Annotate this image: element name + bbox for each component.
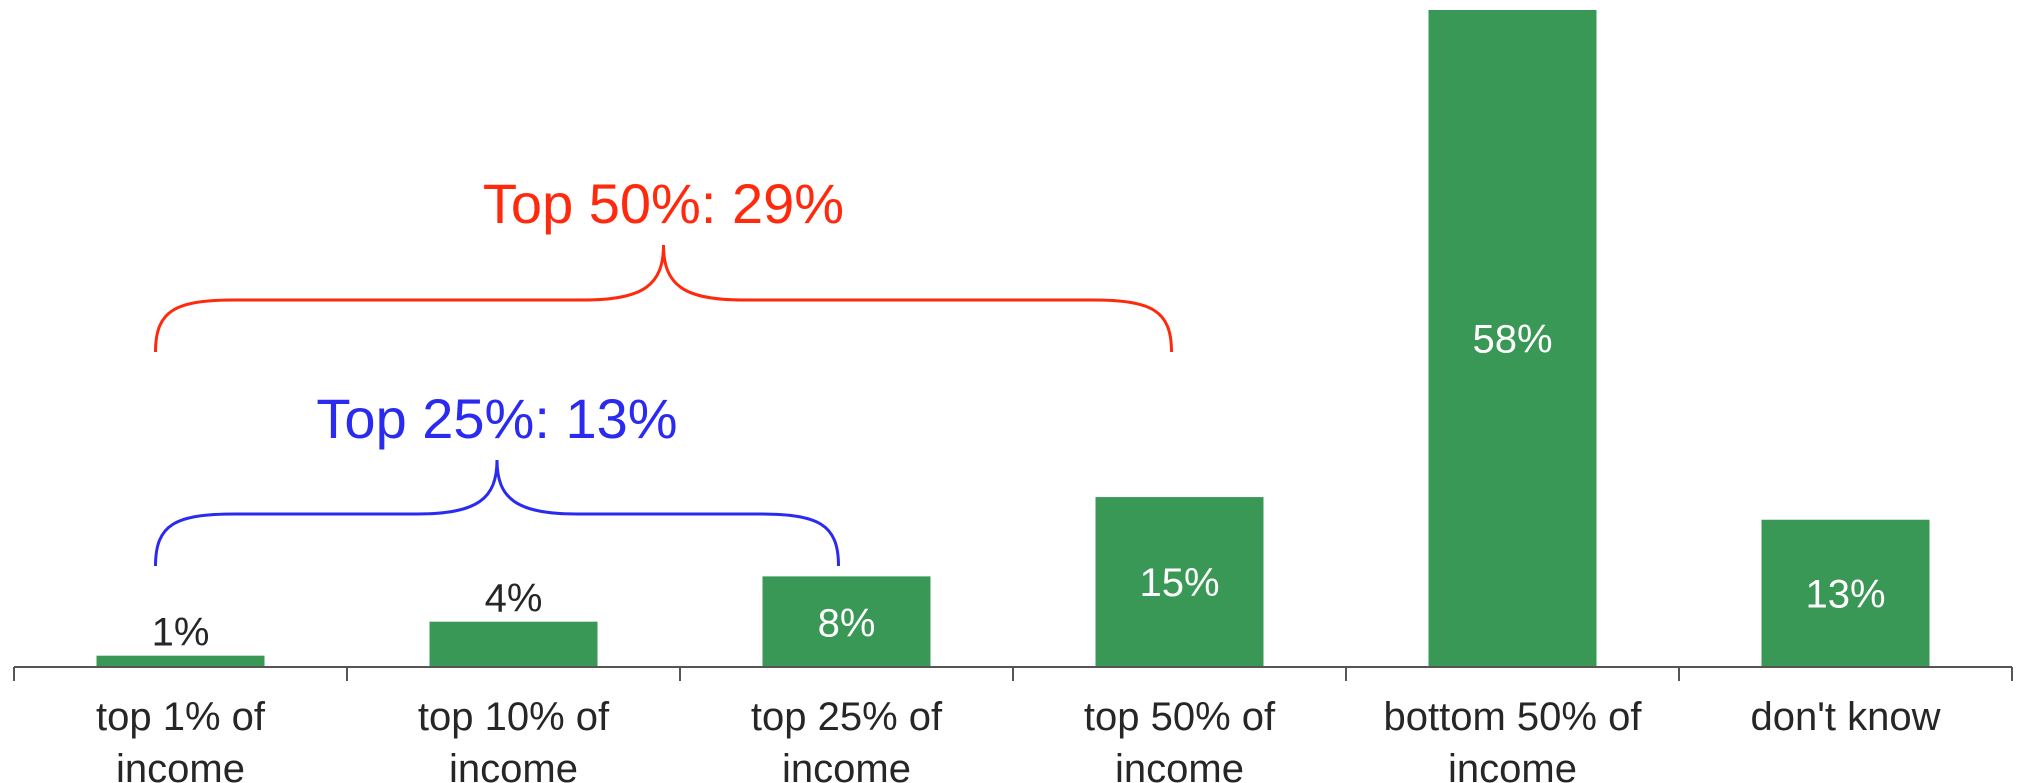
brace-0 — [154, 244, 1173, 353]
x-tick-label-4: bottom 50% of income — [1384, 695, 1643, 783]
bars-layer: 1% 4% 8% 15% 58% 13% — [96, 10, 1930, 667]
x-tick-label-2: top 25% of income — [751, 695, 943, 783]
x-tick-label-3: top 50% of income — [1084, 695, 1276, 783]
bar-value-label-5: 13% — [1805, 572, 1885, 616]
bar-4 — [1428, 10, 1597, 667]
bar-2 — [762, 576, 931, 667]
x-axis: top 1% of income top 10% of income top 25% o… — [13, 666, 2013, 783]
x-tick-label-1: top 10% of income — [418, 695, 610, 783]
brace-label-0: Top 50%: 29% — [483, 172, 844, 235]
bar-5 — [1761, 519, 1930, 667]
bar-value-label-1: 4% — [485, 577, 543, 621]
bar-1 — [429, 621, 598, 667]
x-tick-label-5: don't know — [1751, 695, 1941, 739]
bar-3 — [1095, 497, 1264, 667]
x-tick-label-0: top 1% of income — [96, 695, 266, 783]
bar-value-label-3: 15% — [1139, 561, 1219, 605]
bar-0 — [96, 655, 265, 667]
brace-label-1: Top 25%: 13% — [316, 387, 677, 450]
bar-value-label-2: 8% — [818, 602, 876, 646]
bar-value-label-0: 1% — [152, 611, 210, 655]
brace-1 — [154, 459, 840, 567]
bar-value-label-4: 58% — [1472, 318, 1552, 362]
annotation-layer: Top 50%: 29% Top 25%: 13% — [154, 172, 1173, 567]
